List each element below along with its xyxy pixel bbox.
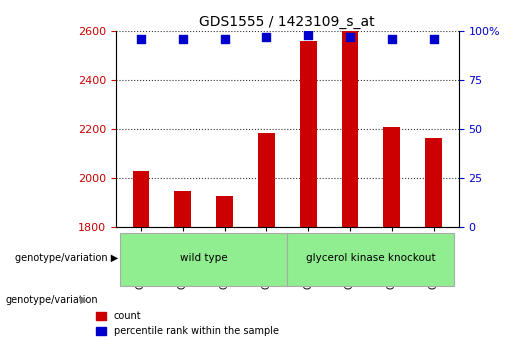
Bar: [216, 196, 233, 227]
Point: [346, 34, 354, 40]
FancyBboxPatch shape: [120, 234, 287, 286]
Bar: [383, 127, 400, 227]
Point: [388, 37, 396, 42]
Text: glycerol kinase knockout: glycerol kinase knockout: [306, 253, 436, 263]
Point: [304, 32, 312, 38]
FancyBboxPatch shape: [287, 234, 454, 286]
Point: [430, 37, 438, 42]
Point: [262, 34, 270, 40]
Bar: [341, 31, 358, 227]
Bar: [425, 138, 442, 227]
Point: [179, 37, 187, 42]
Point: [220, 37, 229, 42]
Bar: [258, 133, 274, 227]
Title: GDS1555 / 1423109_s_at: GDS1555 / 1423109_s_at: [199, 15, 375, 29]
Bar: [175, 191, 191, 227]
Bar: [132, 171, 149, 227]
Text: genotype/variation: genotype/variation: [5, 295, 98, 305]
Text: wild type: wild type: [180, 253, 228, 263]
Text: genotype/variation ▶: genotype/variation ▶: [14, 253, 118, 263]
Text: ▶: ▶: [80, 295, 88, 305]
Legend: count, percentile rank within the sample: count, percentile rank within the sample: [92, 307, 283, 340]
Point: [137, 37, 145, 42]
Bar: [300, 41, 317, 227]
